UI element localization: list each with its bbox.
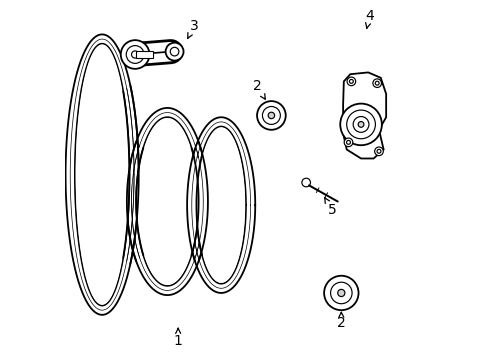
Polygon shape	[197, 127, 244, 283]
Circle shape	[352, 117, 368, 132]
Circle shape	[267, 112, 274, 119]
Bar	[132, 151, 133, 202]
Polygon shape	[76, 44, 128, 305]
Circle shape	[170, 47, 179, 56]
Circle shape	[372, 79, 381, 87]
Circle shape	[131, 51, 139, 58]
Polygon shape	[137, 118, 198, 285]
Circle shape	[126, 46, 144, 63]
Circle shape	[346, 110, 375, 139]
Text: 5: 5	[324, 198, 336, 217]
Text: 1: 1	[173, 328, 182, 348]
Circle shape	[346, 77, 355, 86]
Text: 4: 4	[365, 9, 374, 28]
Circle shape	[349, 80, 353, 83]
Circle shape	[376, 149, 380, 153]
Text: 2: 2	[336, 312, 345, 330]
Circle shape	[340, 104, 381, 145]
Circle shape	[330, 282, 351, 304]
Circle shape	[324, 276, 358, 310]
Text: 2: 2	[252, 79, 264, 99]
Polygon shape	[343, 72, 386, 158]
Circle shape	[165, 42, 183, 60]
Circle shape	[257, 101, 285, 130]
Circle shape	[121, 40, 149, 69]
Circle shape	[374, 147, 383, 156]
Circle shape	[344, 138, 352, 147]
Circle shape	[346, 140, 350, 144]
Text: 3: 3	[187, 19, 198, 39]
Circle shape	[301, 178, 310, 187]
Bar	[193, 158, 201, 205]
Circle shape	[374, 81, 378, 85]
Circle shape	[337, 289, 344, 297]
Bar	[136, 51, 153, 58]
Circle shape	[357, 122, 363, 127]
Circle shape	[262, 107, 280, 125]
